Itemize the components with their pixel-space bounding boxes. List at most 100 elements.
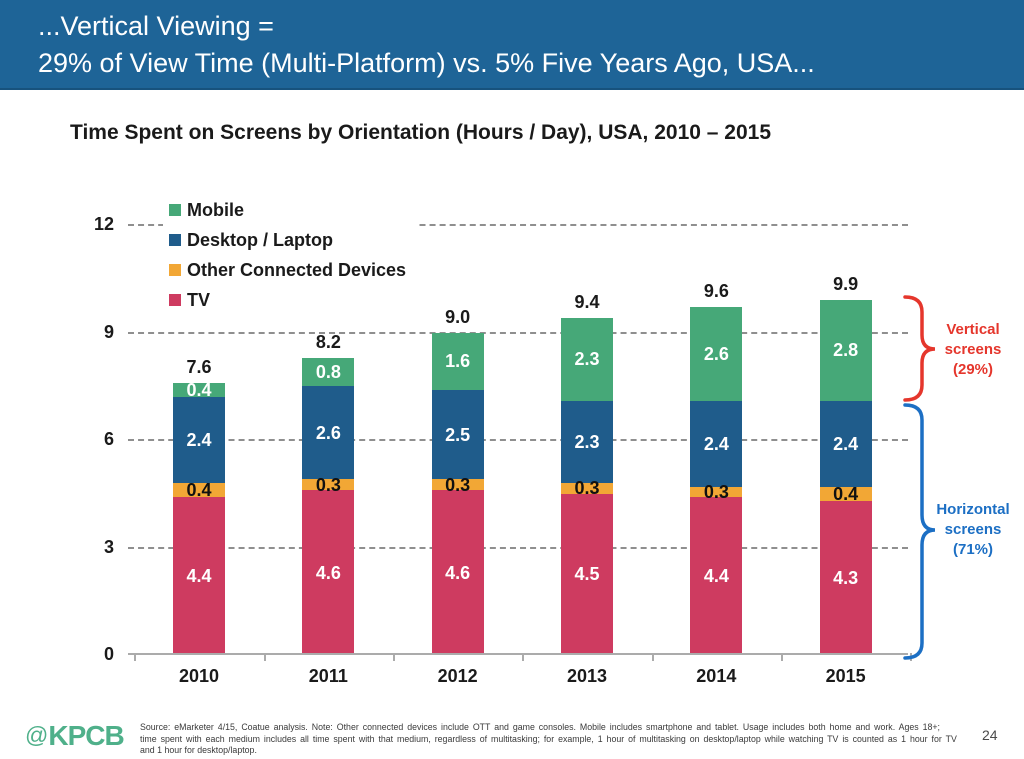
x-category-label: 2010 <box>178 666 220 686</box>
bar-segment-mobile <box>560 318 613 401</box>
x-axis-tick <box>651 653 654 661</box>
bar-segment-mobile <box>819 300 872 401</box>
banner-line-1: ...Vertical Viewing = <box>38 11 274 41</box>
source-note-line: time spent with each medium includes all… <box>140 733 957 744</box>
bar-total-label: 9.4 <box>574 292 600 313</box>
legend-label: Other Connected Devices <box>187 259 407 280</box>
bar-segment-other-connected-devices <box>173 483 225 498</box>
gridline-3 <box>128 546 908 549</box>
annotation-line: screens <box>944 341 1002 358</box>
horizontal-screens-brace <box>903 403 936 660</box>
legend-item: Desktop / Laptop <box>169 225 406 255</box>
annotation-line: (71%) <box>952 541 993 558</box>
bar-segment-mobile <box>431 332 484 390</box>
bar-segment-mobile <box>690 307 743 401</box>
kpcb-logo: @KPCB <box>25 720 125 752</box>
bar-segment-tv <box>819 500 872 655</box>
bar-value-label: 2.4 <box>833 433 859 454</box>
bar-value-label: 2.8 <box>833 340 859 361</box>
bar-segment-other-connected-devices <box>690 486 743 498</box>
kpcb-logo-at: @ <box>25 722 49 748</box>
gridline-6 <box>128 439 908 441</box>
legend-swatch-icon <box>169 264 181 276</box>
bar-segment-mobile <box>173 382 225 397</box>
legend-label: TV <box>187 289 211 310</box>
bar-value-label: 2.3 <box>574 431 600 452</box>
bar-value-label: 2.3 <box>574 349 600 370</box>
bar-value-label: 2.4 <box>703 433 729 454</box>
bar-segment-desktop-laptop <box>560 400 613 483</box>
y-tick-label: 12 <box>93 214 114 234</box>
bar-segment-desktop-laptop <box>819 400 872 487</box>
bar-segment-other-connected-devices <box>302 479 355 491</box>
chart-title: Time Spent on Screens by Orientation (Ho… <box>70 121 772 144</box>
bar-value-label: 2.6 <box>703 343 729 364</box>
bar-value-label: 0.4 <box>186 379 212 400</box>
source-note-line: Source: eMarketer 4/15, Coatue analysis.… <box>140 722 940 732</box>
banner-line-2: 29% of View Time (Multi-Platform) vs. 5%… <box>38 48 815 78</box>
kpcb-logo-text: KPCB <box>48 720 124 751</box>
gridline-9 <box>128 331 908 334</box>
bar-value-label: 0.3 <box>703 481 729 502</box>
x-category-label: 2014 <box>696 666 737 686</box>
bar-total-label: 9.9 <box>833 274 859 295</box>
legend-label: Mobile <box>187 199 244 220</box>
bar-total-label: 9.0 <box>445 306 471 327</box>
x-axis-tick <box>392 653 395 661</box>
bar-segment-tv <box>431 490 484 655</box>
x-category-label: 2012 <box>437 666 478 686</box>
bar-value-label: 0.3 <box>445 474 471 495</box>
legend-swatch-icon <box>169 204 181 216</box>
brace-annotations <box>903 295 936 660</box>
legend-swatch-icon <box>169 294 181 306</box>
y-tick-label: 9 <box>103 321 114 342</box>
bar-value-label: 0.3 <box>574 478 600 499</box>
bar-value-label: 2.5 <box>445 424 471 445</box>
x-axis-tick <box>780 653 783 661</box>
horizontal-screens-annotation: Horizontal screens (71%) <box>928 500 1018 560</box>
y-tick-label: 6 <box>103 429 114 449</box>
legend-label: Desktop / Laptop <box>187 229 334 250</box>
x-category-label: 2015 <box>825 666 866 686</box>
bar-total-label: 7.6 <box>186 356 212 377</box>
annotation-line: screens <box>944 521 1002 538</box>
page-number: 24 <box>982 727 998 743</box>
bar-segment-tv <box>560 493 613 655</box>
annotation-line: Vertical <box>946 321 1000 338</box>
x-category-label: 2013 <box>566 666 607 686</box>
vertical-screens-annotation: Vertical screens (29%) <box>928 320 1018 380</box>
bar-value-label: 1.6 <box>445 351 471 372</box>
legend-swatch-icon <box>169 234 181 246</box>
source-note: Source: eMarketer 4/15, Coatue analysis.… <box>140 722 976 757</box>
bar-segment-desktop-laptop <box>173 397 225 483</box>
bar-value-label: 4.6 <box>445 562 471 583</box>
source-note-line: and 1 hour for desktop/laptop. <box>140 745 257 755</box>
legend-item: Other Connected Devices <box>169 255 406 285</box>
bar-value-label: 0.4 <box>186 480 212 501</box>
x-axis-tick <box>263 653 266 661</box>
bar-segment-other-connected-devices <box>560 483 613 494</box>
bar-segment-other-connected-devices <box>819 486 872 501</box>
bar-value-label: 4.4 <box>703 566 729 587</box>
bar-value-label: 4.3 <box>833 567 859 588</box>
bar-total-label: 9.6 <box>703 281 729 302</box>
bar-value-label: 4.5 <box>574 564 600 585</box>
bar-segment-desktop-laptop <box>690 400 743 487</box>
annotation-line: Horizontal <box>936 501 1010 518</box>
bar-value-label: 2.6 <box>315 422 341 443</box>
bar-segment-tv <box>690 497 743 655</box>
legend-item: Mobile <box>169 195 406 225</box>
bar-value-label: 0.8 <box>315 361 341 382</box>
bar-segment-desktop-laptop <box>431 389 484 480</box>
legend-item: TV <box>169 285 406 315</box>
bar-total-label: 8.2 <box>315 331 341 352</box>
annotation-line: (29%) <box>952 361 993 378</box>
x-axis-tick <box>134 653 137 661</box>
bar-segment-other-connected-devices <box>431 479 484 491</box>
bar-value-label: 0.3 <box>315 474 341 495</box>
x-category-label: 2011 <box>308 666 348 686</box>
vertical-screens-brace <box>903 295 936 402</box>
y-tick-label: 0 <box>103 644 114 664</box>
